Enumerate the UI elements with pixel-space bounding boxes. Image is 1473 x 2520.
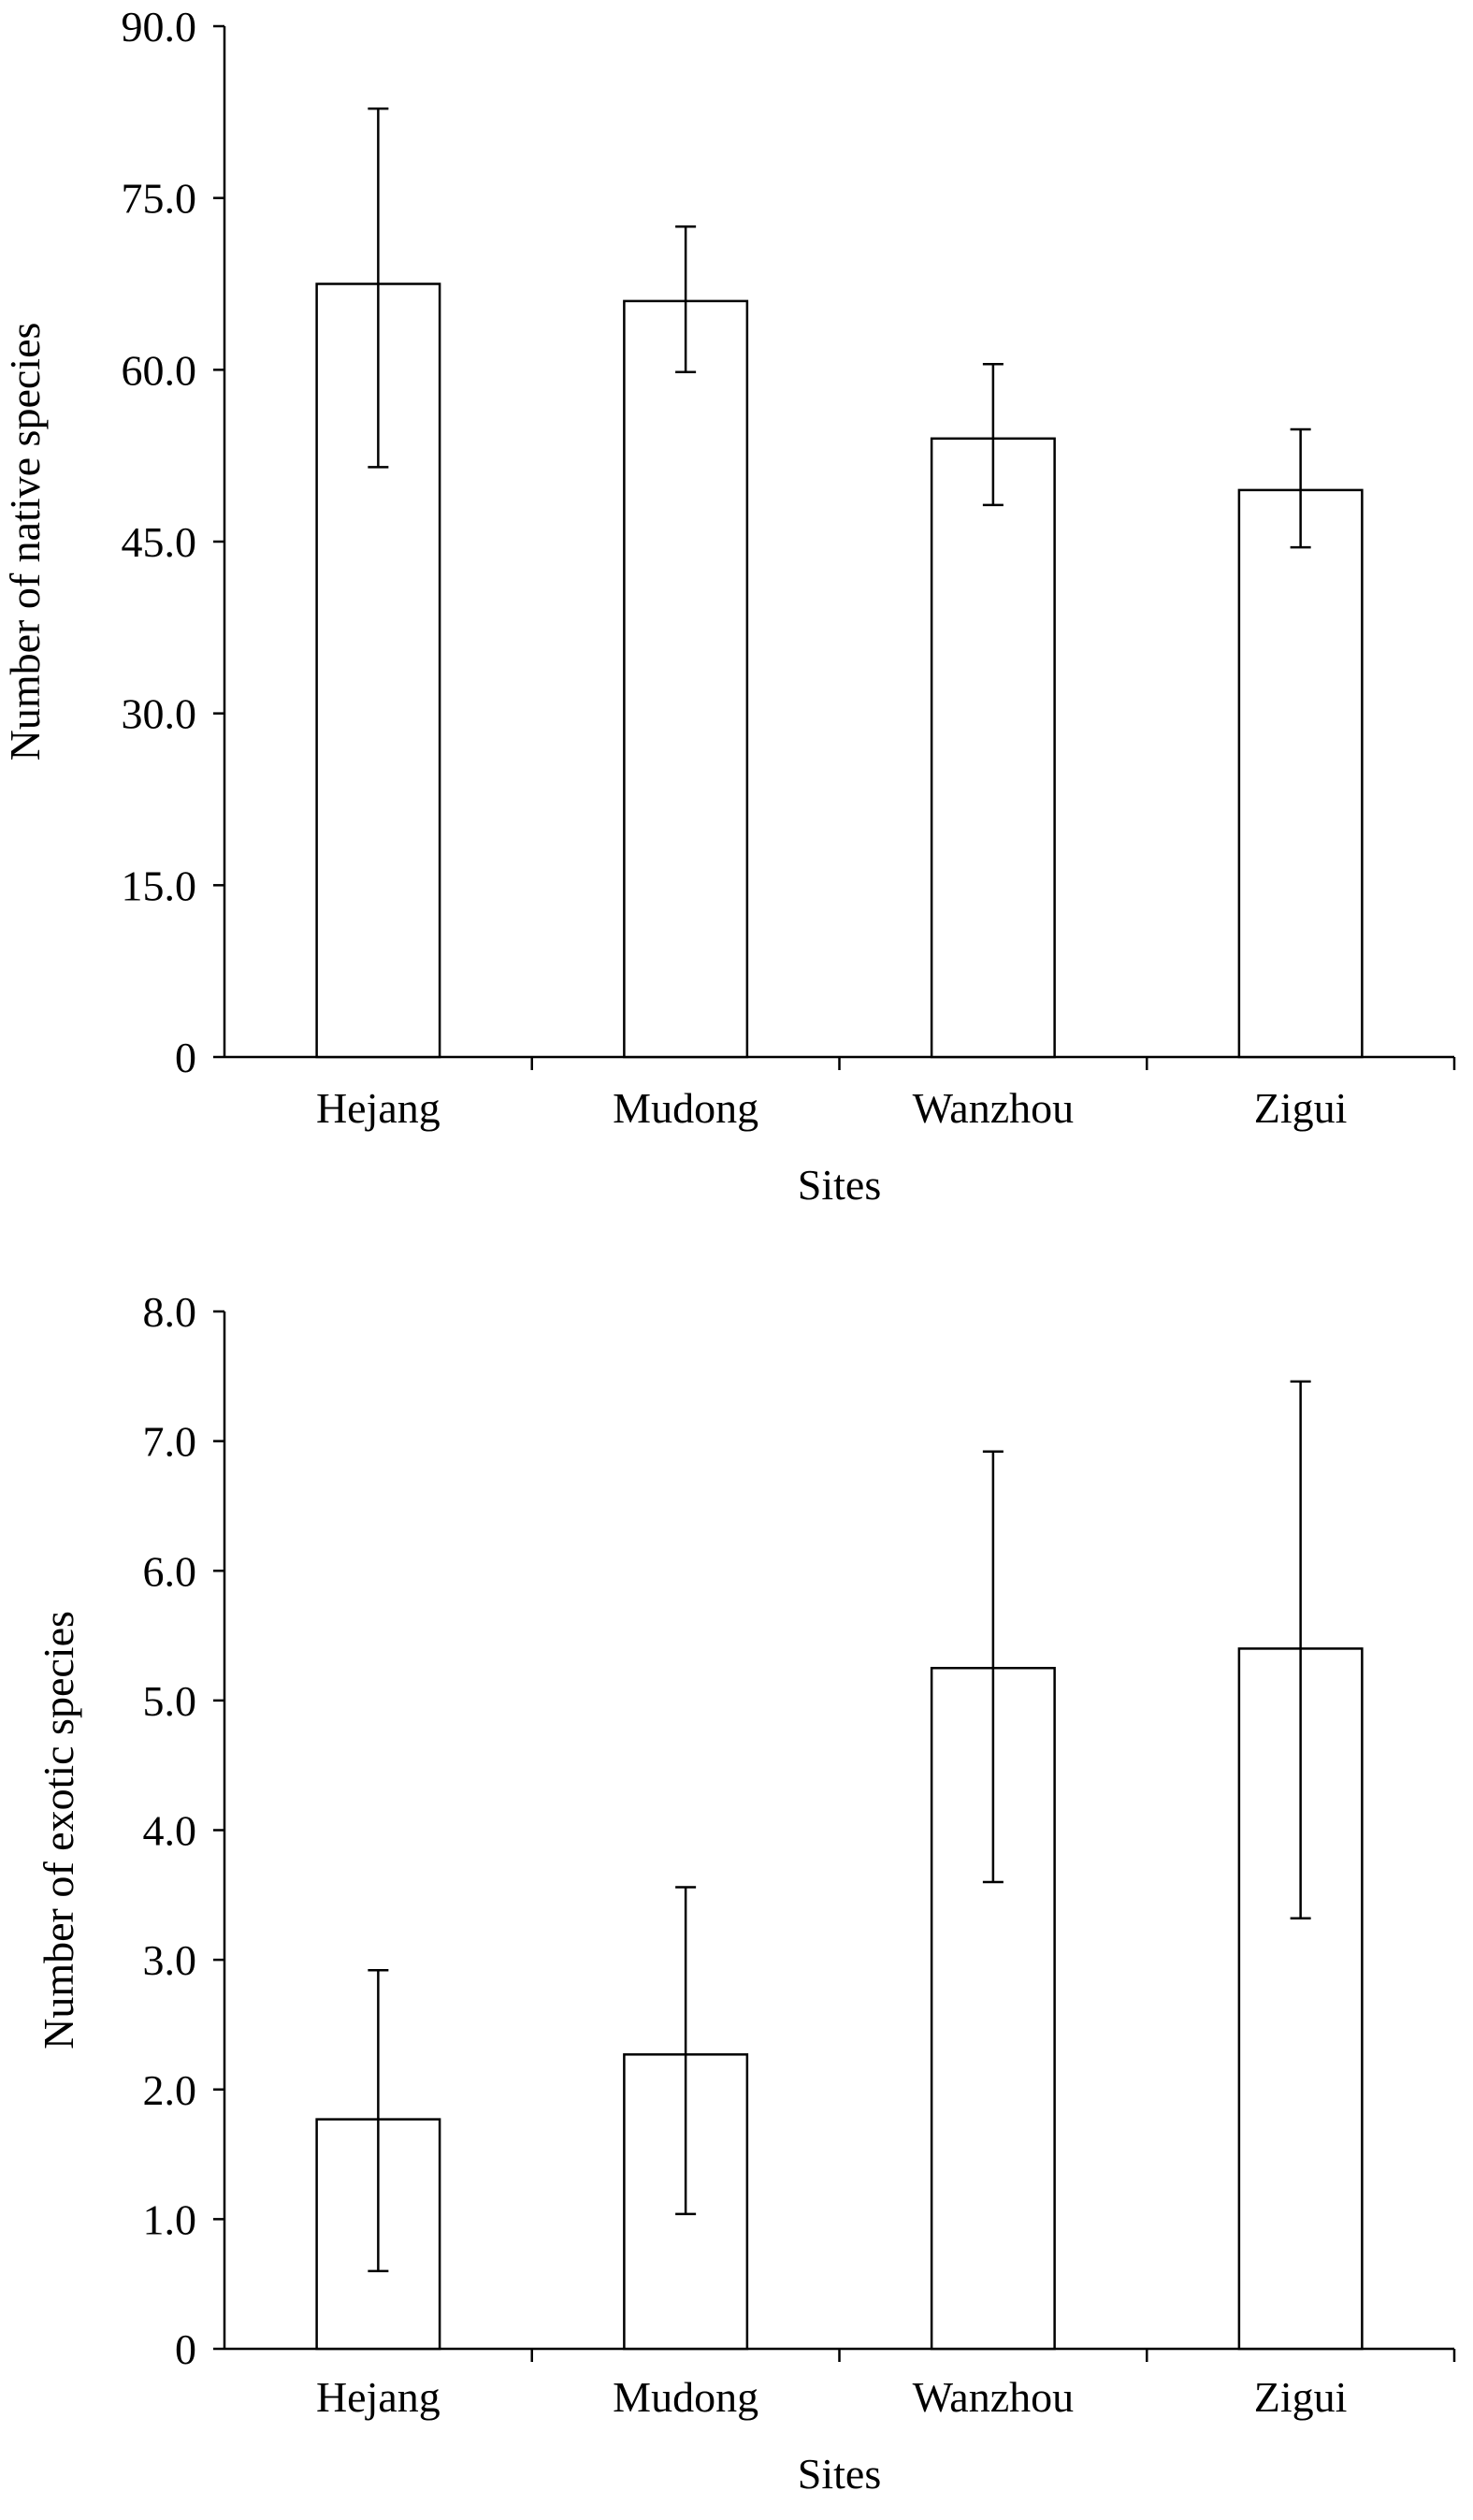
y-tick-label: 7.0 [143, 1418, 197, 1466]
y-tick-label: 75.0 [122, 175, 197, 223]
category-label-mudong: Mudong [613, 2373, 758, 2421]
category-label-hejang: Hejang [316, 1084, 440, 1132]
category-label-zigui: Zigui [1254, 2373, 1348, 2421]
category-label-mudong: Mudong [613, 1084, 758, 1132]
y-tick-label: 5.0 [143, 1677, 197, 1725]
category-label-hejang: Hejang [316, 2373, 440, 2421]
y-tick-label: 15.0 [122, 862, 197, 909]
y-tick-label: 1.0 [143, 2195, 197, 2243]
x-axis-label: Sites [798, 1161, 881, 1209]
y-tick-label: 6.0 [143, 1547, 197, 1595]
native-species-chart: 0 15.0 30.0 45.0 60.0 75.0 90.0 Hejang Mudong Wan… [1, 3, 1456, 1209]
y-axis-label: Number of native species [1, 323, 49, 761]
y-tick-label: 0 [175, 1034, 196, 1081]
category-label-wanzhou: Wanzhou [913, 1084, 1075, 1132]
category-label-wanzhou: Wanzhou [913, 2373, 1075, 2421]
bar-zigui [1237, 488, 1364, 1059]
y-tick-label: 90.0 [122, 3, 197, 51]
y-tick-label: 4.0 [143, 1807, 197, 1855]
y-tick-label: 2.0 [143, 2066, 197, 2114]
y-tick-label: 60.0 [122, 346, 197, 394]
exotic-species-chart: 0 1.0 2.0 3.0 4.0 5.0 6.0 7.0 8.0 Hejang Mudong Wan… [35, 1288, 1456, 2498]
bar-mudong [623, 299, 749, 1059]
category-label-zigui: Zigui [1254, 1084, 1348, 1132]
y-tick-label: 8.0 [143, 1288, 197, 1336]
y-tick-label: 45.0 [122, 518, 197, 566]
bar-wanzhou [930, 437, 1056, 1059]
y-tick-label: 30.0 [122, 690, 197, 738]
x-axis-label: Sites [798, 2450, 881, 2498]
y-axis-label: Number of exotic species [35, 1611, 82, 2049]
y-tick-label: 0 [175, 2325, 196, 2373]
y-tick-label: 3.0 [143, 1936, 197, 1984]
